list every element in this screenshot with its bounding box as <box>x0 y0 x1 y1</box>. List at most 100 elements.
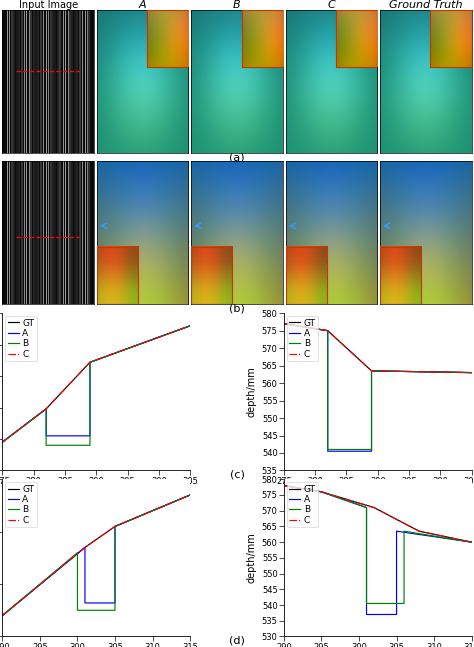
C <box>112 523 118 531</box>
Title: C: C <box>328 0 335 10</box>
Line: B: B <box>284 324 472 450</box>
A <box>364 611 369 619</box>
B <box>43 441 49 449</box>
A <box>87 358 93 366</box>
GT <box>0 438 5 446</box>
Line: A: A <box>284 324 472 451</box>
B <box>325 327 330 334</box>
A <box>0 611 5 619</box>
A <box>325 327 330 334</box>
GT <box>416 527 422 535</box>
Line: GT: GT <box>284 324 472 373</box>
B <box>0 611 5 619</box>
A <box>394 611 400 619</box>
Line: GT: GT <box>2 326 190 442</box>
C <box>187 491 193 499</box>
A <box>364 503 369 511</box>
C <box>416 527 422 535</box>
GT <box>43 405 49 413</box>
Line: GT: GT <box>284 485 472 542</box>
Line: A: A <box>2 326 190 442</box>
Text: (a): (a) <box>229 152 245 162</box>
C <box>82 543 88 551</box>
Line: C: C <box>284 485 472 542</box>
Legend: GT, A, B, C: GT, A, B, C <box>287 316 319 362</box>
C <box>325 327 330 334</box>
A <box>364 503 369 511</box>
Text: (d): (d) <box>229 636 245 646</box>
GT <box>0 611 5 619</box>
GT <box>187 322 193 330</box>
A <box>112 599 118 607</box>
B <box>401 527 407 535</box>
Line: C: C <box>284 324 472 373</box>
GT <box>469 538 474 546</box>
GT <box>82 543 88 551</box>
Title: Ground Truth: Ground Truth <box>389 0 463 10</box>
GT <box>187 491 193 499</box>
B <box>281 481 287 489</box>
B <box>369 367 374 375</box>
A <box>369 447 374 455</box>
Title: B: B <box>233 0 241 10</box>
B <box>364 600 369 608</box>
Line: B: B <box>2 326 190 445</box>
A <box>369 367 374 375</box>
A <box>0 438 5 446</box>
GT <box>43 405 49 413</box>
B <box>187 322 193 330</box>
Line: C: C <box>2 495 190 615</box>
B <box>319 488 324 496</box>
C <box>82 543 88 551</box>
C <box>369 367 374 375</box>
GT <box>369 367 374 375</box>
B <box>401 600 407 608</box>
GT <box>112 523 118 531</box>
Title: A: A <box>139 0 146 10</box>
A <box>469 369 474 377</box>
C <box>369 367 374 375</box>
A <box>87 432 93 440</box>
X-axis label: x/pixel: x/pixel <box>80 491 112 501</box>
GT <box>281 320 287 327</box>
C <box>371 503 377 511</box>
Line: A: A <box>284 485 472 615</box>
B <box>112 523 118 531</box>
GT <box>371 503 377 511</box>
GT <box>87 358 93 366</box>
C <box>371 503 377 511</box>
GT <box>319 488 324 496</box>
C <box>319 488 324 496</box>
A <box>82 543 88 551</box>
GT <box>281 481 287 489</box>
A <box>281 320 287 327</box>
GT <box>112 523 118 531</box>
B <box>364 503 369 511</box>
A <box>187 322 193 330</box>
B <box>0 438 5 446</box>
Text: (c): (c) <box>229 470 245 480</box>
B <box>43 405 49 413</box>
GT <box>325 327 330 334</box>
C <box>43 405 49 413</box>
Line: C: C <box>2 326 190 442</box>
Legend: GT, A, B, C: GT, A, B, C <box>5 316 37 362</box>
Line: GT: GT <box>2 495 190 615</box>
C <box>281 320 287 327</box>
C <box>0 611 5 619</box>
B <box>187 491 193 499</box>
A <box>43 405 49 413</box>
GT <box>87 358 93 366</box>
Line: B: B <box>284 485 472 604</box>
A <box>82 599 88 607</box>
A <box>325 447 330 455</box>
A <box>112 523 118 531</box>
GT <box>82 543 88 551</box>
A <box>319 488 324 496</box>
C <box>187 322 193 330</box>
C <box>469 369 474 377</box>
GT <box>469 369 474 377</box>
B <box>325 446 330 454</box>
B <box>112 606 118 614</box>
B <box>74 549 80 556</box>
